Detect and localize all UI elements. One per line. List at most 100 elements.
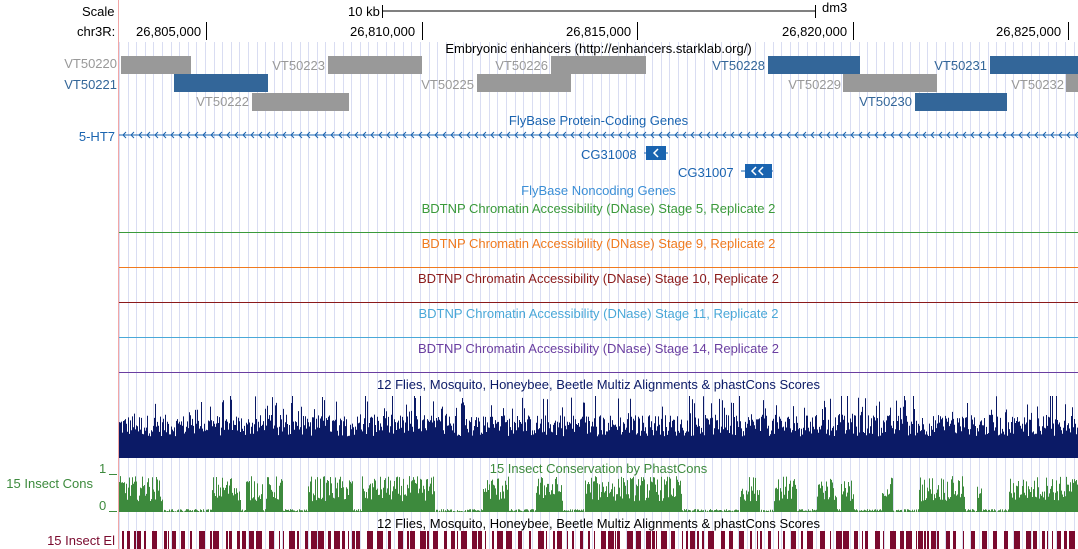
conserved-element[interactable]: [377, 531, 383, 549]
conserved-element[interactable]: [279, 531, 280, 549]
conserved-element[interactable]: [210, 531, 212, 549]
conserved-element[interactable]: [937, 531, 939, 549]
conserved-element[interactable]: [168, 531, 169, 549]
gene-label-cg31008[interactable]: CG31008: [581, 147, 637, 162]
conserved-element[interactable]: [801, 531, 803, 549]
conserved-element[interactable]: [226, 531, 228, 549]
conserved-element[interactable]: [594, 531, 595, 549]
conserved-element[interactable]: [237, 531, 240, 549]
conserved-element[interactable]: [1057, 531, 1061, 549]
conserved-element[interactable]: [1047, 531, 1048, 549]
enhancer-feature[interactable]: [843, 74, 937, 92]
conserved-element[interactable]: [953, 531, 956, 549]
conserved-element[interactable]: [256, 531, 262, 549]
track-title-insect-el[interactable]: 12 Flies, Mosquito, Honeybee, Beetle Mul…: [377, 516, 820, 531]
conserved-element[interactable]: [433, 531, 438, 549]
conserved-element[interactable]: [697, 531, 699, 549]
conserved-element[interactable]: [451, 531, 455, 549]
conserved-element[interactable]: [661, 531, 667, 549]
conserved-element[interactable]: [686, 531, 688, 549]
track-title-dnase-stage14[interactable]: BDTNP Chromatin Accessibility (DNase) St…: [417, 341, 780, 356]
conserved-element[interactable]: [497, 531, 503, 549]
conserved-element[interactable]: [305, 531, 308, 549]
conserved-element[interactable]: [601, 531, 606, 549]
enhancer-feature[interactable]: [1066, 74, 1078, 92]
conserved-element[interactable]: [760, 531, 762, 549]
track-title-dnase-stage5[interactable]: BDTNP Chromatin Accessibility (DNase) St…: [421, 201, 776, 216]
conserved-element[interactable]: [1004, 531, 1008, 549]
conserved-element[interactable]: [656, 531, 657, 549]
conserved-element[interactable]: [398, 531, 403, 549]
enhancer-feature[interactable]: [328, 56, 422, 74]
conserved-element[interactable]: [485, 531, 486, 549]
conserved-element[interactable]: [875, 531, 880, 549]
insect-cons-signal[interactable]: [119, 474, 1078, 512]
conserved-element[interactable]: [478, 531, 482, 549]
insect-el-side-label[interactable]: 15 Insect El: [47, 533, 115, 548]
conserved-element[interactable]: [457, 531, 458, 549]
insect-cons-side-label[interactable]: 15 Insect Cons: [6, 476, 93, 491]
conserved-element[interactable]: [617, 531, 620, 549]
conserved-element[interactable]: [883, 531, 884, 549]
conserved-element[interactable]: [492, 531, 494, 549]
conserved-element[interactable]: [671, 531, 675, 549]
conserved-element[interactable]: [144, 531, 146, 549]
conserved-element[interactable]: [768, 531, 771, 549]
conserved-element[interactable]: [367, 531, 373, 549]
conserved-element[interactable]: [420, 531, 426, 549]
conserved-element[interactable]: [757, 531, 758, 549]
conserved-element[interactable]: [1042, 531, 1045, 549]
conserved-element[interactable]: [729, 531, 733, 549]
conserved-element[interactable]: [783, 531, 785, 549]
conserved-element[interactable]: [588, 531, 590, 549]
track-title-insect-cons[interactable]: 15 Insect Conservation by PhastCons: [489, 461, 708, 476]
conserved-element[interactable]: [854, 531, 858, 549]
conserved-element[interactable]: [557, 531, 562, 549]
track-title-dnase-stage9[interactable]: BDTNP Chromatin Accessibility (DNase) St…: [421, 236, 776, 251]
conserved-element[interactable]: [410, 531, 415, 549]
conserved-element[interactable]: [283, 531, 284, 549]
conserved-element[interactable]: [127, 531, 130, 549]
track-title-enhancers[interactable]: Embryonic enhancers (http://enhancers.st…: [445, 41, 752, 56]
track-title-flybase-noncoding[interactable]: FlyBase Noncoding Genes: [521, 183, 676, 198]
conserved-element[interactable]: [472, 531, 477, 549]
enhancer-feature[interactable]: [990, 56, 1078, 74]
conserved-element[interactable]: [615, 531, 616, 549]
conserved-element[interactable]: [137, 531, 141, 549]
conserved-element[interactable]: [843, 531, 849, 549]
conserved-element[interactable]: [318, 531, 324, 549]
conserved-element[interactable]: [900, 531, 904, 549]
gene-label-5ht7[interactable]: 5-HT7: [78, 129, 115, 144]
conserved-element[interactable]: [348, 531, 349, 549]
conserved-element[interactable]: [572, 531, 574, 549]
conserved-element[interactable]: [546, 531, 547, 549]
conserved-element[interactable]: [444, 531, 447, 549]
conserved-element[interactable]: [702, 531, 704, 549]
conserved-element[interactable]: [461, 531, 467, 549]
conserved-element[interactable]: [865, 531, 868, 549]
conserved-element[interactable]: [213, 531, 219, 549]
conserved-element[interactable]: [1026, 531, 1031, 549]
conserved-element[interactable]: [636, 531, 641, 549]
conserved-element[interactable]: [229, 531, 232, 549]
conserved-element[interactable]: [652, 531, 655, 549]
conserved-element[interactable]: [836, 531, 842, 549]
conserved-element[interactable]: [646, 531, 651, 549]
conserved-element[interactable]: [739, 531, 744, 549]
enhancer-feature[interactable]: [551, 56, 646, 74]
conserved-element[interactable]: [518, 531, 522, 549]
conserved-element[interactable]: [690, 531, 695, 549]
conserved-element[interactable]: [1064, 531, 1067, 549]
enhancer-feature[interactable]: [121, 56, 191, 74]
track-title-dnase-stage10[interactable]: BDTNP Chromatin Accessibility (DNase) St…: [417, 271, 780, 286]
conserved-element[interactable]: [993, 531, 997, 549]
conserved-element[interactable]: [931, 531, 936, 549]
enhancer-feature[interactable]: [915, 93, 1007, 111]
conserved-element[interactable]: [190, 531, 192, 549]
conserved-element[interactable]: [407, 531, 409, 549]
conserved-element[interactable]: [791, 531, 796, 549]
conserved-element[interactable]: [553, 531, 555, 549]
conserved-element[interactable]: [352, 531, 355, 549]
conserved-element[interactable]: [721, 531, 725, 549]
